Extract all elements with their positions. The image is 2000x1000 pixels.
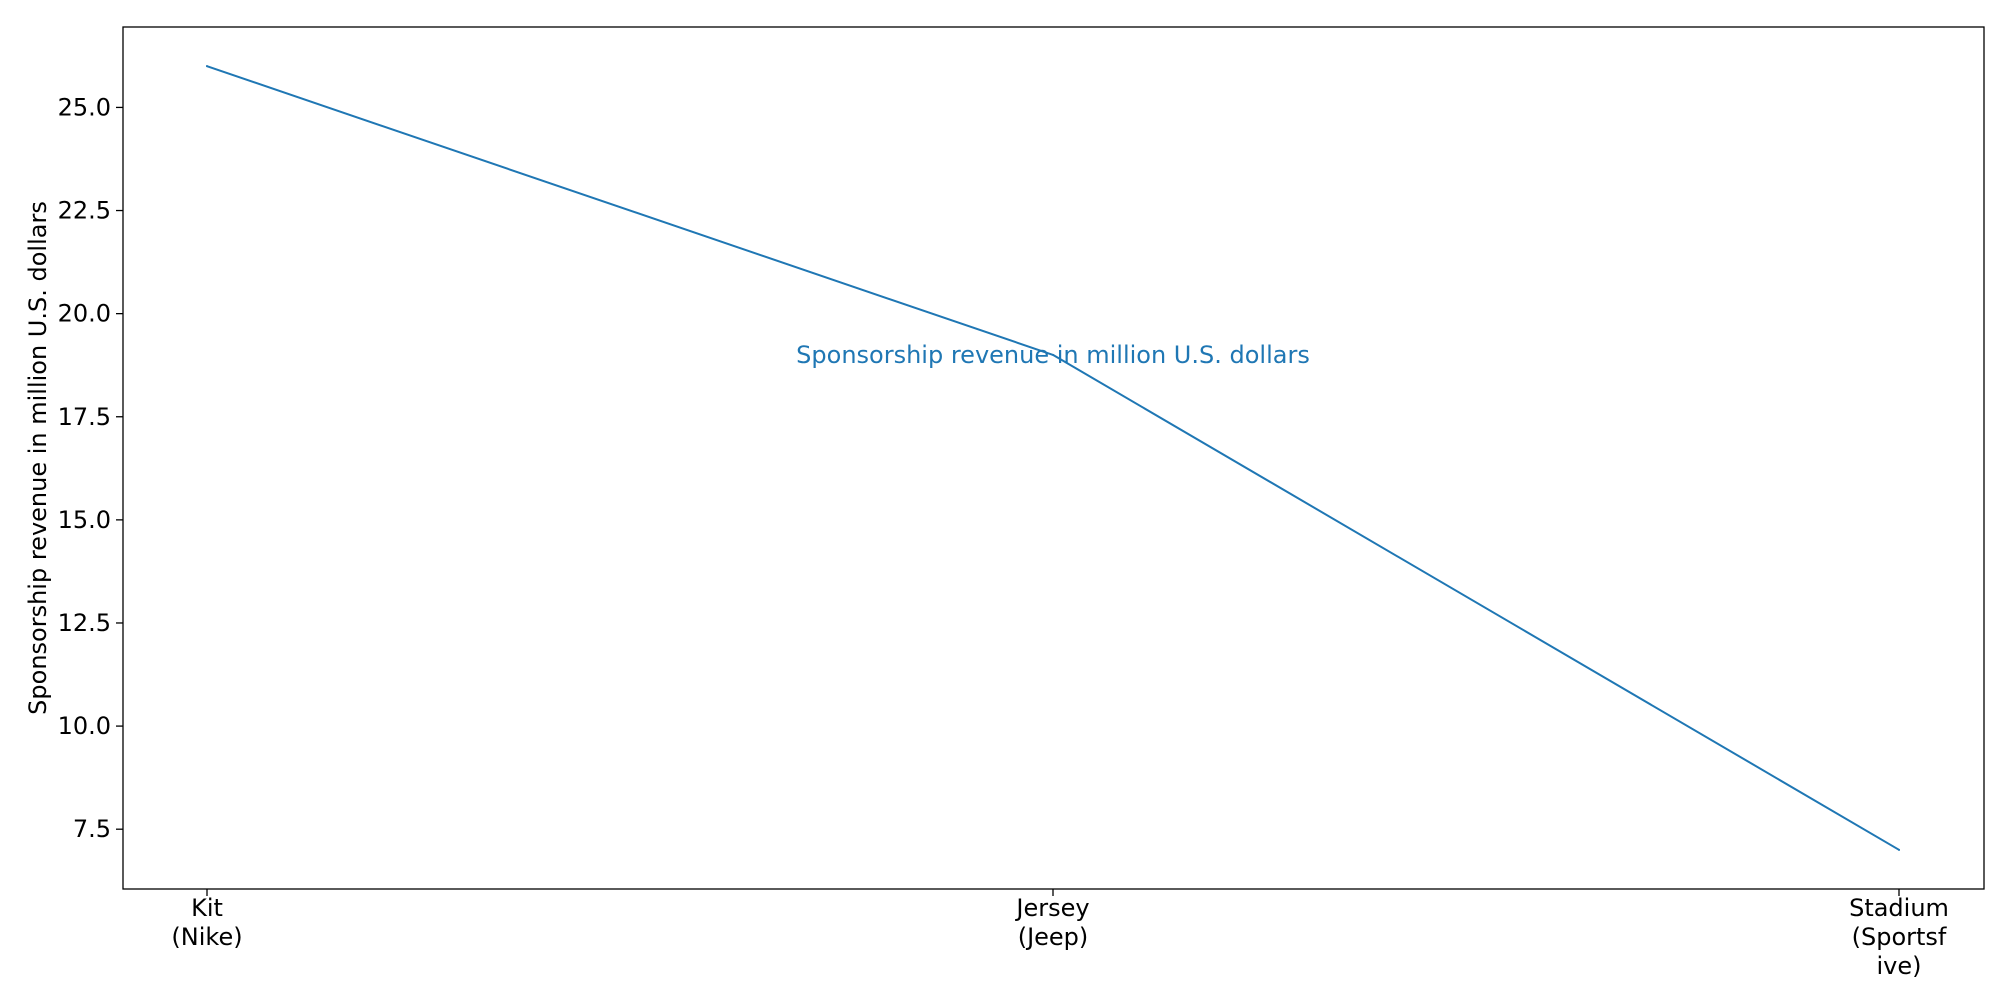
x-tick-label-line: (Jeep): [1018, 923, 1089, 951]
series-layer: [206, 65, 1900, 851]
x-tick-label: Stadium (Sportsf ive): [1849, 894, 1949, 980]
y-tick-label: 7.5: [73, 815, 111, 843]
y-axis-label: Sponsorship revenue in million U.S. doll…: [24, 201, 52, 715]
y-tick-label: 10.0: [58, 712, 111, 740]
y-tick-label: 17.5: [58, 403, 111, 431]
series-annotation: Sponsorship revenue in million U.S. doll…: [796, 341, 1310, 369]
x-tick-label-line: Kit: [191, 894, 223, 922]
x-tick-label: Kit (Nike): [171, 894, 242, 951]
x-tick-label-line: (Sportsf: [1852, 923, 1947, 951]
y-tick-label: 22.5: [58, 197, 111, 225]
y-axis: 7.5 10.0 12.5 15.0 17.5 20.0 22.5 25.0: [58, 93, 123, 843]
y-tick-label: 20.0: [58, 300, 111, 328]
data-point: [206, 65, 208, 68]
x-axis: Kit (Nike) Jersey (Jeep) Stadium (Sportsf ive): [171, 889, 1949, 980]
x-tick-label-line: Jersey: [1014, 894, 1089, 922]
x-tick-label-line: Stadium: [1849, 894, 1949, 922]
y-tick-label: 25.0: [58, 93, 111, 121]
series-line: [206, 65, 1900, 851]
data-point: [1052, 353, 1054, 356]
x-tick-label: Jersey (Jeep): [1014, 894, 1089, 951]
x-tick-label-line: (Nike): [171, 923, 242, 951]
x-tick-label-line: ive): [1877, 952, 1922, 980]
plot-frame: [122, 26, 1985, 890]
y-tick-label: 15.0: [58, 506, 111, 534]
data-point: [1898, 848, 1900, 851]
y-tick-label: 12.5: [58, 609, 111, 637]
